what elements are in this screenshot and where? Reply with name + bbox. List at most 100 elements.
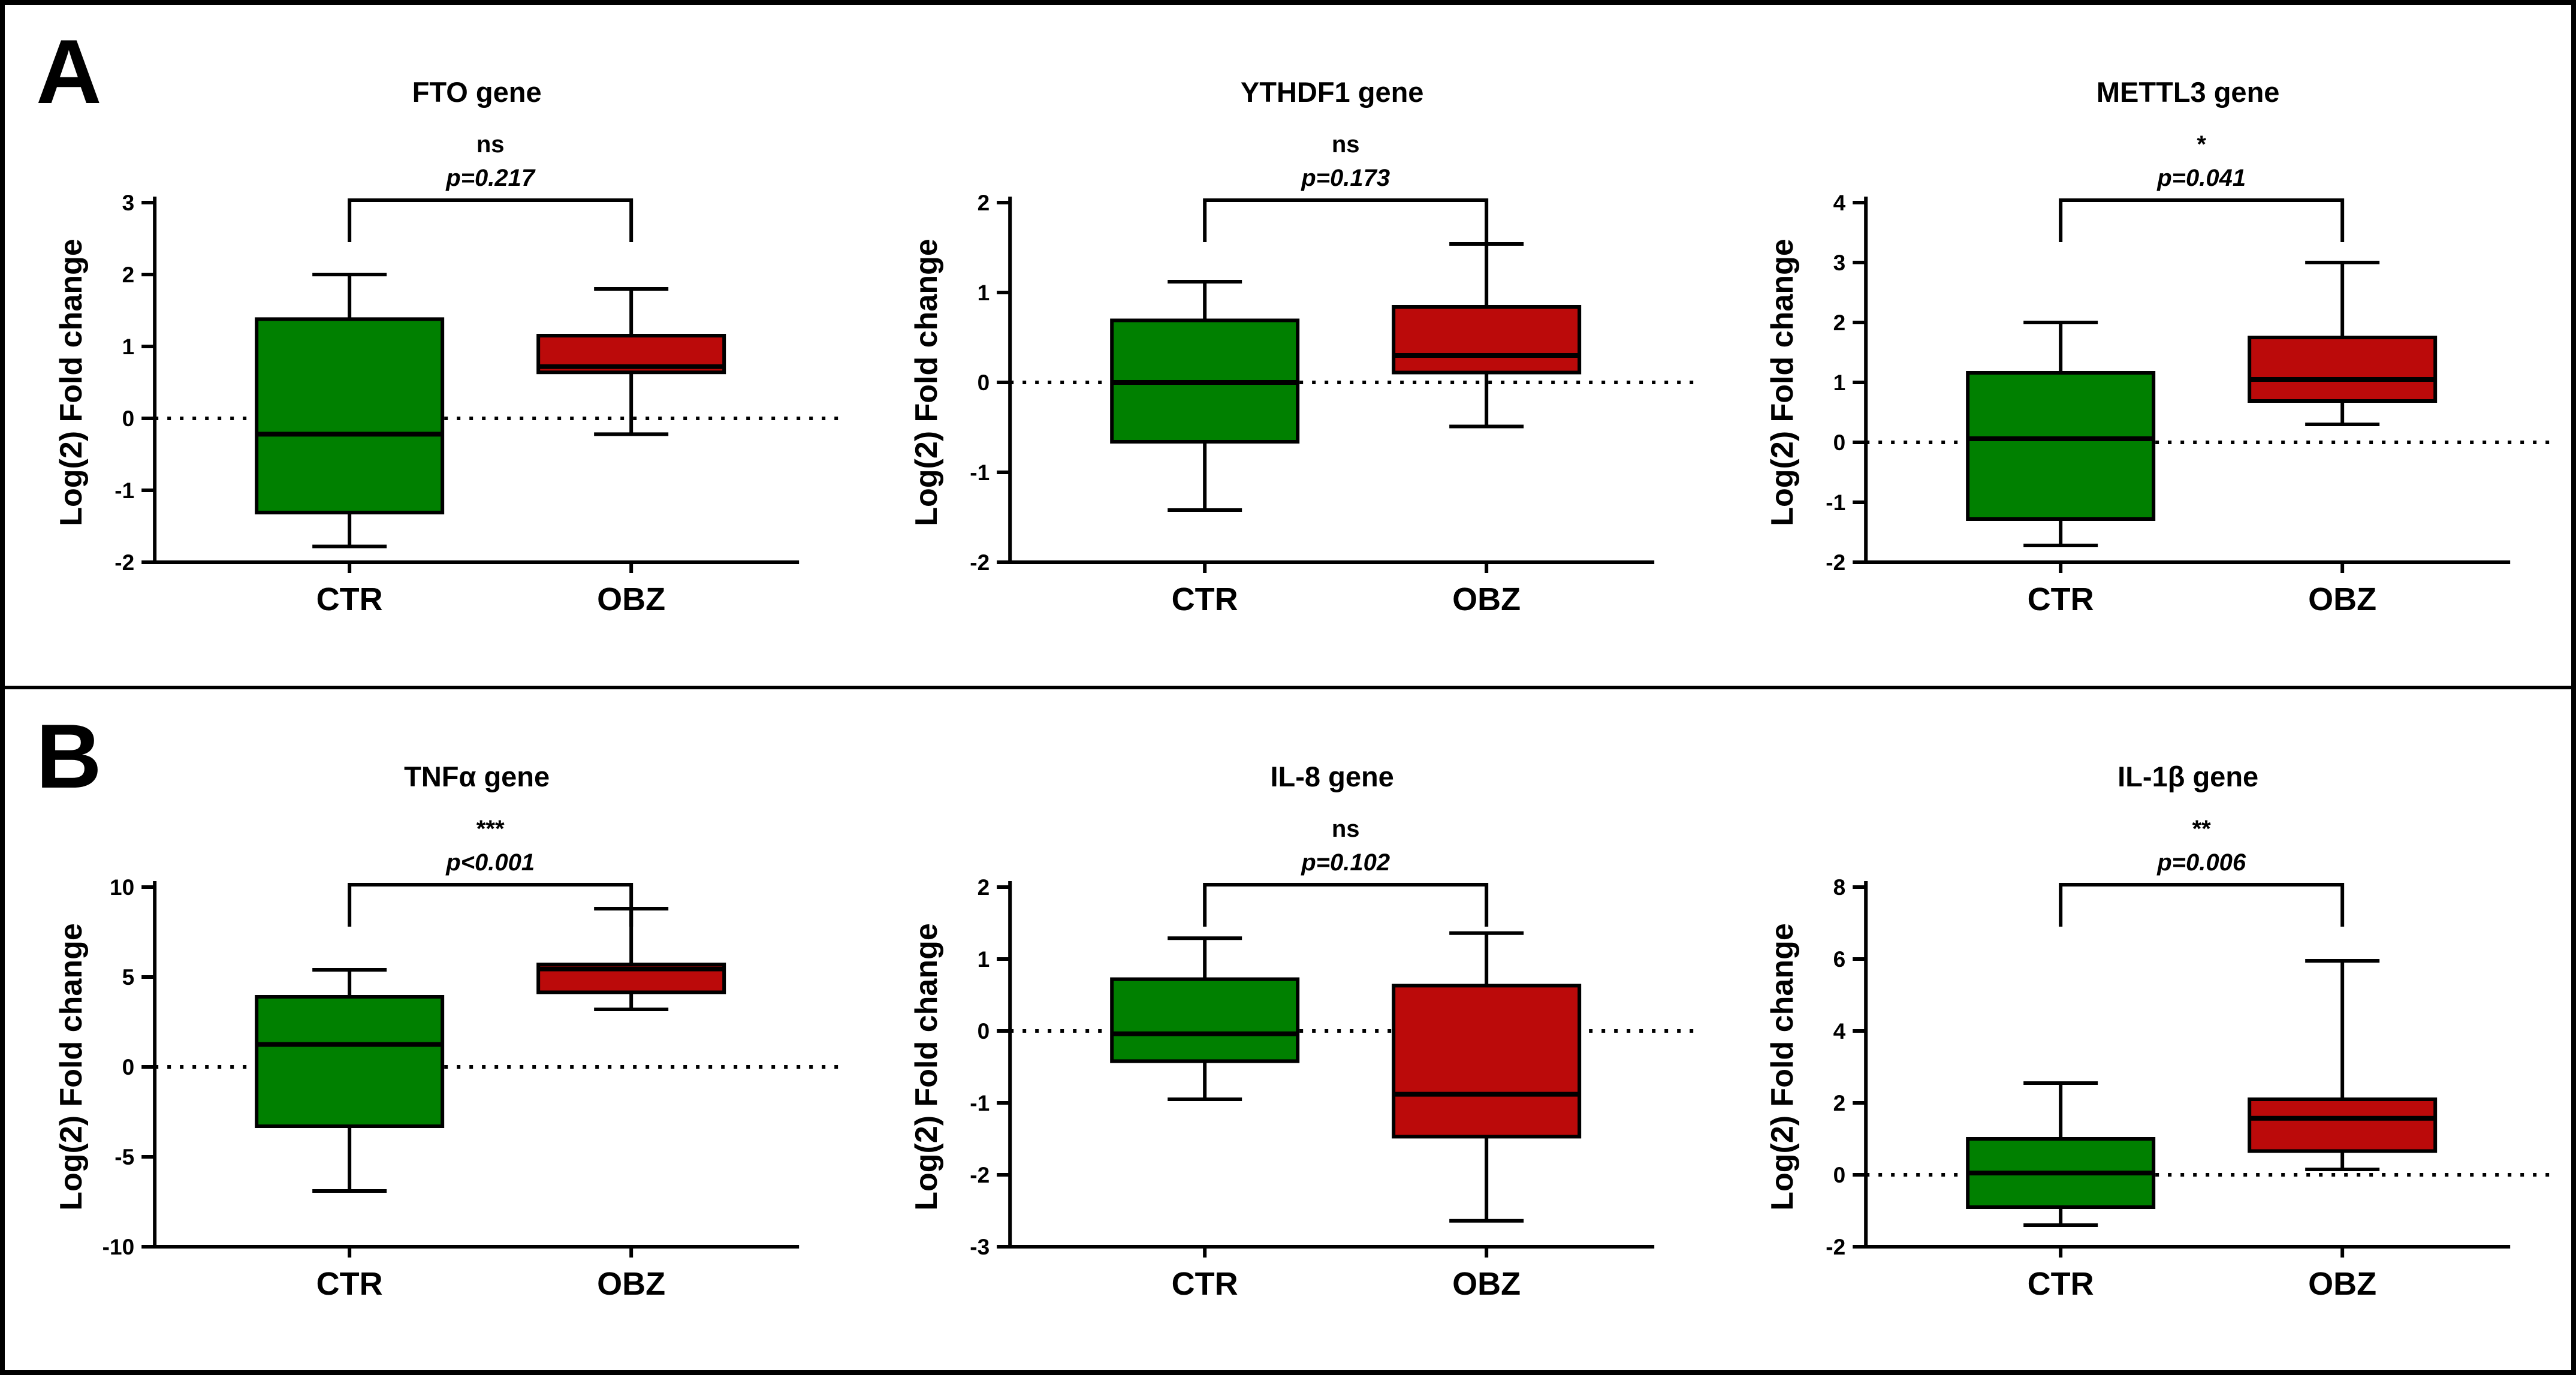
- y-tick-label: -2: [1826, 550, 1845, 575]
- boxplot-svg: TNFα gene *** p<0.001 10 5 0 -5 -10 Log(2) Fold …: [54, 761, 843, 1302]
- boxplot-ythdf1: YTHDF1 gene ns p=0.173 2 1 0 -1 -2 Log(2) Fold c…: [860, 5, 1715, 686]
- y-tick-label: 2: [978, 875, 990, 900]
- x-category-label-obz: OBZ: [2308, 1266, 2376, 1302]
- y-tick-label: 5: [122, 965, 135, 990]
- x-category-label-obz: OBZ: [1452, 1266, 1521, 1302]
- y-tick-label: 6: [1833, 947, 1845, 972]
- x-category-label-ctr: CTR: [316, 1266, 383, 1302]
- chart-title: FTO gene: [412, 76, 542, 108]
- significance-bracket: [2058, 883, 2344, 927]
- y-axis-label: Log(2) Fold change: [54, 239, 89, 526]
- boxplot-fto: FTO gene ns p=0.217 3 2 1 0 -1 -2 Log(2) Fold cha…: [5, 5, 860, 686]
- y-tick-label: 1: [978, 947, 990, 972]
- x-category-label-ctr: CTR: [316, 581, 383, 617]
- boxplot-il1b: IL-1β gene ** p=0.006 8 6 4 2 0 -2 Log(2) Fold ch…: [1716, 689, 2571, 1370]
- p-value-label: p=0.006: [2156, 849, 2246, 876]
- boxplot-il8: IL-8 gene ns p=0.102 2 1 0 -1 -2 -3 Log(2) Fold c…: [860, 689, 1715, 1370]
- y-tick-label: -2: [970, 1163, 990, 1187]
- y-tick-label: 3: [1833, 251, 1845, 275]
- panel-B-charts: TNFα gene *** p<0.001 10 5 0 -5 -10 Log(2) Fold …: [5, 689, 2571, 1370]
- panel-label-A: A: [36, 21, 102, 123]
- boxplot-svg: IL-8 gene ns p=0.102 2 1 0 -1 -2 -3 Log(2) Fold c…: [909, 761, 1699, 1302]
- p-value-label: p<0.001: [445, 849, 535, 876]
- x-category-label-ctr: CTR: [2027, 581, 2094, 617]
- significance-label: ns: [476, 131, 505, 158]
- y-tick-label: 0: [122, 406, 135, 431]
- y-tick-label: 2: [1833, 1091, 1845, 1115]
- box-ctr: [255, 317, 445, 515]
- significance-label: ***: [476, 816, 505, 842]
- y-tick-label: -10: [102, 1235, 134, 1259]
- y-tick-label: -1: [114, 478, 134, 503]
- y-tick-label: 0: [978, 1019, 990, 1044]
- boxplot-svg: FTO gene ns p=0.217 3 2 1 0 -1 -2 Log(2) Fold cha…: [54, 76, 843, 617]
- significance-label: ns: [1332, 131, 1360, 158]
- box-obz: [2247, 1097, 2437, 1153]
- y-tick-label: -1: [970, 1091, 990, 1115]
- p-value-label: p=0.217: [445, 165, 536, 191]
- significance-bracket: [348, 198, 634, 242]
- box-ctr: [1965, 371, 2155, 521]
- box-obz: [1392, 305, 1582, 375]
- y-axis-label: Log(2) Fold change: [54, 923, 89, 1211]
- y-tick-label: -1: [1826, 490, 1845, 515]
- section-divider: [5, 686, 2571, 689]
- y-tick-label: 10: [110, 875, 134, 900]
- significance-label: **: [2192, 816, 2211, 842]
- y-tick-label: -3: [970, 1235, 990, 1259]
- x-category-label-ctr: CTR: [1172, 1266, 1238, 1302]
- significance-label: *: [2197, 131, 2206, 158]
- x-category-label-ctr: CTR: [2027, 1266, 2094, 1302]
- chart-title: IL-1β gene: [2117, 761, 2258, 792]
- x-category-label-obz: OBZ: [597, 1266, 665, 1302]
- y-axis-label: Log(2) Fold change: [1765, 239, 1800, 526]
- boxplot-svg: YTHDF1 gene ns p=0.173 2 1 0 -1 -2 Log(2) Fold c…: [909, 76, 1699, 617]
- chart-title: TNFα gene: [404, 761, 550, 792]
- p-value-label: p=0.041: [2156, 165, 2246, 191]
- y-tick-label: -5: [114, 1145, 134, 1169]
- y-tick-label: 0: [122, 1055, 135, 1080]
- y-tick-label: -2: [114, 550, 134, 575]
- panel-B: B TNFα gene *** p<0.001 10 5 0 -5 -10 Log(2) Fol…: [5, 689, 2571, 1370]
- y-tick-label: 1: [978, 281, 990, 305]
- y-tick-label: 3: [122, 191, 135, 215]
- panel-A-charts: FTO gene ns p=0.217 3 2 1 0 -1 -2 Log(2) Fold cha…: [5, 5, 2571, 686]
- y-tick-label: 0: [1833, 1163, 1845, 1187]
- box-obz: [2247, 336, 2437, 403]
- y-tick-label: 2: [978, 191, 990, 215]
- x-category-label-ctr: CTR: [1172, 581, 1238, 617]
- y-axis-label: Log(2) Fold change: [909, 923, 944, 1211]
- y-axis-label: Log(2) Fold change: [909, 239, 944, 526]
- x-category-label-obz: OBZ: [1452, 581, 1521, 617]
- x-category-label-obz: OBZ: [597, 581, 665, 617]
- y-tick-label: 0: [978, 370, 990, 395]
- boxplot-svg: IL-1β gene ** p=0.006 8 6 4 2 0 -2 Log(2) Fold ch…: [1765, 761, 2554, 1302]
- significance-bracket: [1203, 883, 1489, 927]
- y-axis-label: Log(2) Fold change: [1765, 923, 1800, 1211]
- significance-bracket: [1203, 198, 1489, 242]
- y-tick-label: 4: [1833, 191, 1845, 215]
- box-obz: [1392, 984, 1582, 1139]
- y-tick-label: 0: [1833, 430, 1845, 455]
- y-tick-label: 2: [122, 263, 135, 287]
- y-tick-label: 2: [1833, 310, 1845, 335]
- y-tick-label: -2: [1826, 1235, 1845, 1259]
- y-tick-label: 8: [1833, 875, 1845, 900]
- box-ctr: [255, 995, 445, 1128]
- significance-label: ns: [1332, 816, 1360, 842]
- y-tick-label: -2: [970, 550, 990, 575]
- y-tick-label: 1: [1833, 370, 1845, 395]
- y-tick-label: 1: [122, 334, 135, 359]
- panel-A: A FTO gene ns p=0.217 3 2 1 0 -1 -2 Log(2) Fold c…: [5, 5, 2571, 686]
- significance-bracket: [2058, 198, 2344, 242]
- significance-bracket: [348, 883, 634, 927]
- chart-title: METTL3 gene: [2097, 76, 2280, 108]
- boxplot-svg: METTL3 gene * p=0.041 4 3 2 1 0 -1 -2 Log(2) Fold …: [1765, 76, 2554, 617]
- panel-label-B: B: [36, 705, 102, 807]
- boxplot-tnfa: TNFα gene *** p<0.001 10 5 0 -5 -10 Log(2) Fold …: [5, 689, 860, 1370]
- x-category-label-obz: OBZ: [2308, 581, 2376, 617]
- p-value-label: p=0.173: [1301, 165, 1390, 191]
- boxplot-mettl3: METTL3 gene * p=0.041 4 3 2 1 0 -1 -2 Log(2) Fold …: [1716, 5, 2571, 686]
- y-tick-label: 4: [1833, 1019, 1845, 1044]
